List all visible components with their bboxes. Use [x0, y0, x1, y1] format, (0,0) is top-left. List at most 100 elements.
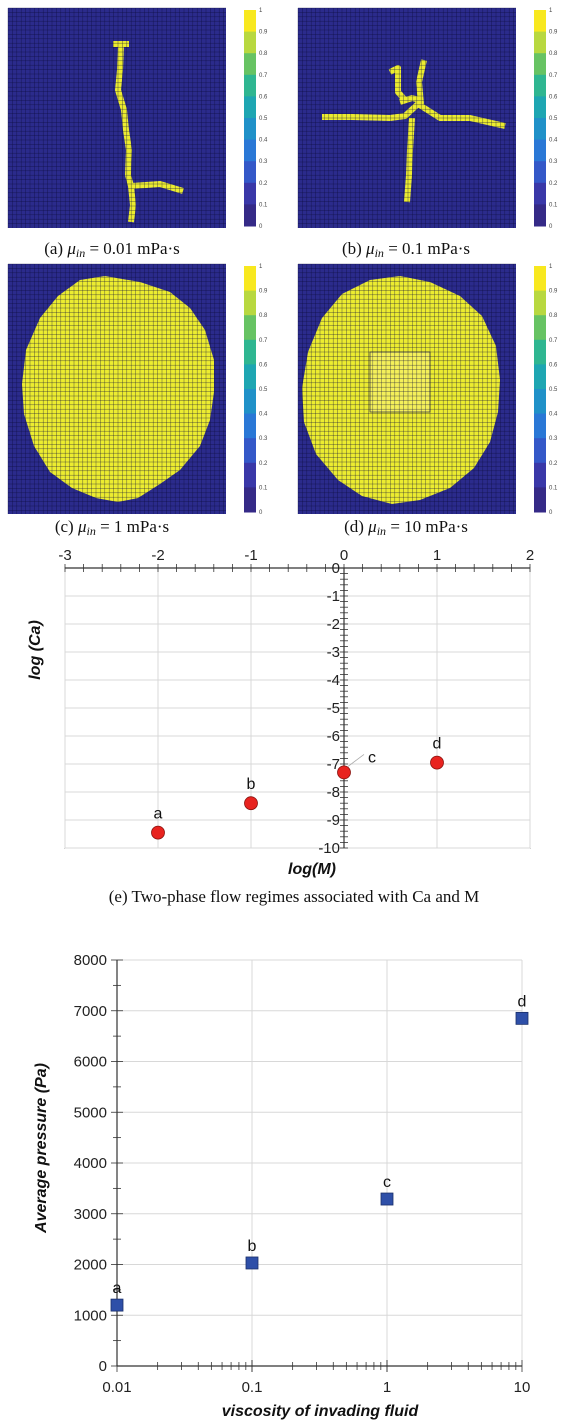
chart-e-x-tick-label: -1 [244, 547, 257, 564]
colorbar-b-tick: 0.6 [549, 94, 558, 100]
colorbar-d-band [534, 339, 546, 365]
chart-f-y-tick-label: 6000 [74, 1054, 107, 1071]
panel-a-mesh [7, 7, 226, 228]
panel-d-center-block [369, 351, 431, 413]
colorbar-b-band [534, 161, 546, 184]
chart-f-x-tick-label: 10 [514, 1379, 531, 1396]
chart-e-point-label-a: a [154, 806, 163, 823]
colorbar-a-band [244, 10, 256, 33]
colorbar-b-band [534, 10, 546, 33]
chart-f-x-tick-label: 0.1 [242, 1379, 263, 1396]
colorbar-b-band [534, 74, 546, 97]
chart-f-y-tick-label: 0 [99, 1358, 107, 1375]
chart-f-point-label-b: b [248, 1238, 257, 1255]
colorbar-a-tick: 0.9 [259, 30, 268, 36]
chart-e-xlabel: log(M) [288, 861, 336, 878]
colorbar-c-band [244, 487, 256, 513]
panel-c: 1 0.9 0.8 0.7 0.6 0.5 0.4 0.3 0.2 0.1 0 [7, 263, 268, 516]
panel-d: 1 0.9 0.8 0.7 0.6 0.5 0.4 0.3 0.2 0.1 0 [297, 263, 558, 516]
colorbar-d-tick: 0 [549, 510, 553, 516]
colorbar-d-tick: 0.3 [549, 436, 558, 442]
colorbar-a-tick: 0.3 [259, 159, 268, 165]
colorbar-b-band [534, 182, 546, 205]
colorbar-d-tick: 0.5 [549, 387, 558, 393]
colorbar-b-tick: 0.1 [549, 202, 558, 208]
colorbar-d-band [534, 290, 546, 316]
caption-b: (b) μin = 0.1 mPa·s [342, 239, 470, 260]
colorbar-c-band [244, 266, 256, 292]
colorbar-d-tick: 0.9 [549, 289, 558, 295]
colorbar-b-tick: 0 [549, 224, 553, 230]
colorbar-a-band [244, 118, 256, 141]
chart-e-point-b [244, 796, 258, 811]
chart-e-point-label-d: d [433, 736, 442, 753]
colorbar-a-band [244, 204, 256, 227]
chart-e-y-tick-label: 0 [332, 560, 340, 577]
chart-e-y-tick-label: -3 [327, 644, 340, 661]
colorbar-d-band [534, 266, 546, 292]
chart-f-xlabel: viscosity of invading fluid [222, 1403, 420, 1420]
chart-f-point-b [245, 1256, 259, 1270]
colorbar-c-tick: 0.1 [259, 485, 268, 491]
chart-e-y-tick-label: -6 [327, 728, 340, 745]
simulation-panels: 1 0.9 0.8 0.7 0.6 0.5 0.4 0.3 0.2 0.1 0 1 0.9 0.8 0.7 0… [7, 7, 558, 516]
panel-b-fluid-path [322, 59, 506, 203]
chart-f-y-tick-label: 2000 [74, 1257, 107, 1274]
chart-e-point-label-b: b [247, 776, 256, 793]
colorbar-c-tick: 0.2 [259, 461, 268, 467]
colorbar-c-band [244, 364, 256, 390]
colorbar-c-tick: 1 [259, 264, 263, 270]
colorbar-a-band [244, 161, 256, 184]
colorbar-d-tick: 0.2 [549, 461, 558, 467]
chart-f-y-tick-label: 4000 [74, 1155, 107, 1172]
chart-e-x-tick-label: 1 [433, 547, 441, 564]
colorbar-d-tick: 0.7 [549, 338, 558, 344]
chart-e-y-tick-label: -4 [327, 672, 340, 689]
colorbar-c-band [244, 315, 256, 341]
chart-e-y-tick-label: -9 [327, 812, 340, 829]
chart-e-ylabel: log (Ca) [27, 620, 44, 680]
chart-e-point-d [430, 755, 444, 770]
panel-c-mesh [7, 263, 226, 514]
colorbar-b-tick: 0.3 [549, 159, 558, 165]
caption-d: (d) μin = 10 mPa·s [344, 517, 468, 538]
colorbar-d-tick: 0.4 [549, 412, 558, 418]
chart-f-y-tick-label: 3000 [74, 1206, 107, 1223]
colorbar-c-band [244, 413, 256, 439]
colorbar-a-band [244, 182, 256, 205]
colorbar-d-band [534, 438, 546, 464]
panel-b-mesh [297, 7, 516, 228]
colorbar-c-tick: 0.8 [259, 313, 268, 319]
colorbar-a-tick: 0.6 [259, 94, 268, 100]
colorbar-b-tick: 0.2 [549, 181, 558, 187]
colorbar-d-band [534, 487, 546, 513]
panel-b: 1 0.9 0.8 0.7 0.6 0.5 0.4 0.3 0.2 0.1 0 [297, 7, 558, 230]
colorbar-c-tick: 0.3 [259, 436, 268, 442]
chart-e-x-tick-label: -2 [151, 547, 164, 564]
colorbar-b-tick: 0.4 [549, 138, 558, 144]
chart-f-y-tick-label: 5000 [74, 1104, 107, 1121]
colorbar-d-band [534, 315, 546, 341]
colorbar-d-tick: 0.8 [549, 313, 558, 319]
chart-e-x-tick-label: -3 [58, 547, 71, 564]
colorbar-d-band [534, 389, 546, 415]
colorbar-b-band [534, 96, 546, 119]
colorbar-b-band [534, 31, 546, 54]
chart-e-point-a [151, 825, 165, 840]
chart-f-ylabel: Average pressure (Pa) [33, 1063, 50, 1234]
colorbar-c-tick: 0.7 [259, 338, 268, 344]
chart-f-point-label-c: c [383, 1174, 391, 1191]
chart-e-y-tick-label: -8 [327, 784, 340, 801]
chart-e-x-tick-label: 0 [340, 547, 348, 564]
chart-e-y-tick-label: -7 [327, 756, 340, 773]
chart-f-point-c [380, 1192, 394, 1206]
colorbar-b-band [534, 204, 546, 227]
chart-e-y-tick-label: -5 [327, 700, 340, 717]
colorbar-b-tick: 0.5 [549, 116, 558, 122]
colorbar-c-tick: 0.5 [259, 387, 268, 393]
colorbar-c-tick: 0.6 [259, 362, 268, 368]
colorbar-d-band [534, 413, 546, 439]
chart-e-y-tick-label: -2 [327, 616, 340, 633]
